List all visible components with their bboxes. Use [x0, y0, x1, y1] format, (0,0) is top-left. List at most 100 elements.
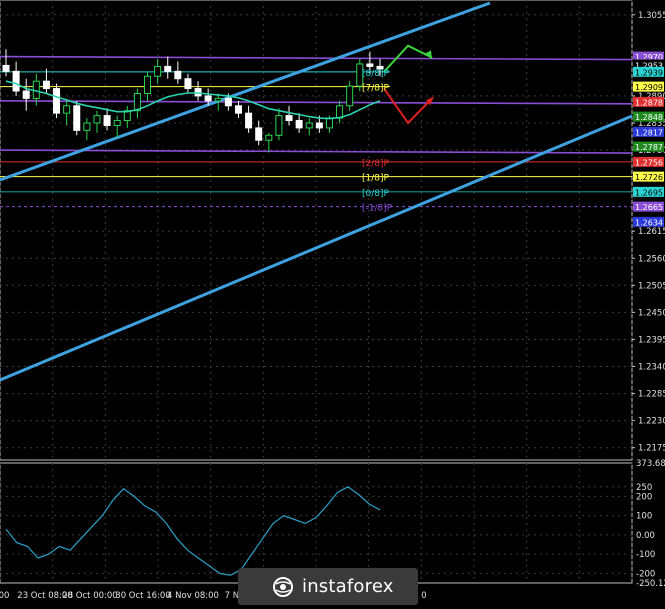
- candle-body: [113, 120, 121, 126]
- price-tag-box: [633, 111, 664, 122]
- price-tag-label: 1.2953: [635, 61, 663, 70]
- murrey-level-label: [1/8]P: [362, 174, 390, 184]
- price-tag-label: 1.2970: [635, 53, 663, 62]
- price-tag-label: 1.2634: [635, 218, 663, 227]
- candle-body: [255, 127, 263, 141]
- candle-body: [184, 78, 192, 90]
- forecast-up-arrow: [383, 44, 433, 73]
- forecast-up-arrowhead: [425, 50, 432, 60]
- price-tag-label: 1.2665: [635, 203, 663, 212]
- price-tag-label: 1.2939: [635, 68, 663, 77]
- price-tag-box: [633, 141, 664, 152]
- candle-body: [275, 115, 283, 136]
- cci-y-tick-label: 250: [636, 483, 652, 493]
- x-tick-label: 7 Nov: [225, 591, 250, 601]
- price-tag-label: 1.2817: [635, 128, 663, 137]
- price-tag-label: 1.2909: [635, 83, 663, 92]
- price-tag-label: 1.2756: [635, 158, 663, 167]
- murrey-purple-line: [0, 100, 633, 105]
- candle-body: [234, 105, 242, 114]
- candle-body: [42, 80, 50, 90]
- x-tick-label: 4 Nov 08:00: [167, 591, 219, 601]
- candle-body: [164, 65, 172, 72]
- murrey-level-label: [2/8]P: [362, 159, 390, 169]
- y-tick-label: 1.2285: [638, 390, 665, 400]
- candle-body: [73, 105, 81, 131]
- price-tag-label: 1.2695: [635, 188, 663, 197]
- murrey-level-label: [7/8]P: [362, 84, 390, 94]
- price-tag-box: [633, 51, 664, 62]
- y-tick-label: 1.2560: [638, 254, 665, 264]
- cci-y-tick-label: 0.00: [636, 531, 655, 541]
- candle-body: [123, 110, 131, 122]
- y-tick-label: 1.2505: [638, 281, 665, 291]
- candle-body: [63, 105, 71, 114]
- cci-y-tick-label: 100: [636, 512, 652, 522]
- price-tag-box: [633, 81, 664, 92]
- candle-body: [83, 122, 91, 131]
- forecast-down-arrowhead: [426, 96, 434, 106]
- moving-average-line: [5, 80, 381, 120]
- logo-text: instaforex: [302, 576, 394, 597]
- trend-line-upper: [0, 1, 491, 182]
- cci-y-tick-label: -100: [636, 550, 655, 560]
- cci-y-tick-label: -200: [636, 569, 655, 579]
- price-tag-label: 1.2787: [635, 143, 663, 152]
- candle-body: [356, 63, 364, 87]
- x-tick-label: 00: [0, 591, 9, 601]
- candle-body: [133, 92, 141, 112]
- candle-body: [12, 70, 20, 92]
- x-tick-label: 23 Oct 08:00: [17, 591, 72, 601]
- candle-body: [376, 65, 384, 70]
- price-tag-label: 1.2848: [635, 113, 663, 122]
- x-tick-label: 28 Oct 00:00: [62, 591, 117, 601]
- candle-body: [224, 97, 232, 107]
- candle-body: [315, 122, 323, 129]
- price-tag-box: [633, 216, 664, 227]
- price-tag-box: [633, 126, 664, 137]
- y-tick-label: 1.2395: [638, 335, 665, 345]
- murrey-purple-line: [0, 149, 633, 154]
- price-tag-label: 1.2726: [635, 173, 663, 182]
- price-tag-box: [633, 171, 664, 182]
- candle-body: [265, 134, 273, 141]
- murrey-level-label: [-1/8]P: [362, 204, 393, 214]
- y-tick-label: 1.2835: [638, 119, 665, 129]
- y-tick-label: 1.2175: [638, 444, 665, 454]
- instaforex-logo: instaforex: [238, 568, 418, 605]
- candle-body: [204, 95, 212, 102]
- candle-body: [295, 120, 303, 129]
- candle-body: [305, 122, 313, 129]
- candle-body: [366, 63, 374, 67]
- main-panel-frame: [0, 0, 633, 461]
- candle-body: [144, 75, 152, 94]
- price-tag-box: [633, 201, 664, 212]
- candle-body: [2, 64, 10, 72]
- candle-body: [154, 65, 162, 77]
- candle-body: [174, 70, 182, 80]
- y-tick-label: 1.2340: [638, 363, 665, 373]
- candle-body: [93, 115, 101, 124]
- candle-body: [22, 90, 30, 99]
- cci-line: [5, 486, 381, 576]
- price-tag-box: [633, 156, 664, 167]
- candle-body: [214, 97, 222, 102]
- murrey-purple-line: [0, 55, 633, 61]
- cci-y-tick-label: 373.6844: [636, 459, 665, 469]
- murrey-level-label: [8/8]P: [362, 69, 390, 79]
- price-tag-box: [633, 186, 664, 197]
- cci-y-tick-label: 200: [636, 492, 652, 502]
- candle-body: [245, 112, 253, 129]
- logo-sphere-icon: [272, 576, 294, 598]
- x-tick-label: 0: [421, 591, 426, 601]
- y-tick-label: 1.3055: [638, 11, 665, 21]
- candle-body: [53, 88, 61, 114]
- candle-body: [325, 117, 333, 129]
- y-tick-label: 1.2450: [638, 308, 665, 318]
- price-tag-box: [633, 96, 664, 107]
- candle-body: [285, 115, 293, 122]
- murrey-level-label: [0/8]P: [362, 189, 390, 199]
- candle-body: [103, 115, 111, 126]
- x-tick-label: 30 Oct 16:00: [115, 591, 170, 601]
- price-tag-box: [633, 66, 664, 77]
